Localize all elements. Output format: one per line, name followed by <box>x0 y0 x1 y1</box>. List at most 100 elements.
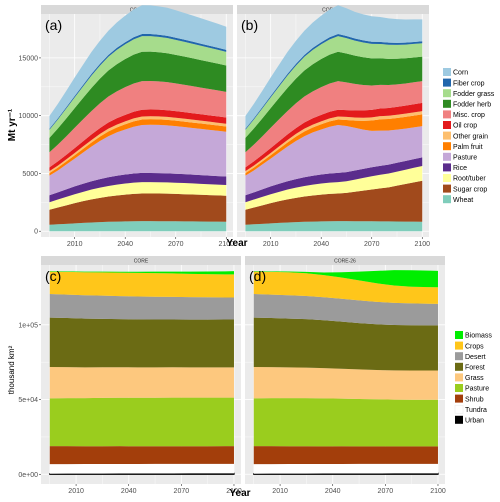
legend-label-fiber-crop: Fiber crop <box>453 80 485 87</box>
legends: Corn Fiber crop Fodder grass Fodder herb Mis… <box>443 68 495 425</box>
x-tick-label: 2040 <box>117 241 133 248</box>
x-tick-label: 2100 <box>414 241 430 248</box>
area-pasture <box>49 397 234 447</box>
x-tick-label: 2010 <box>68 488 84 495</box>
legend-key-pasture <box>443 152 451 161</box>
area-misc-crop <box>49 80 227 168</box>
legend-key-urban <box>455 415 463 424</box>
legend-label-sugar-crop: Sugar crop <box>453 186 487 193</box>
legend-production: Corn Fiber crop Fodder grass Fodder herb Mis… <box>443 68 495 204</box>
legend-key-pasture <box>455 384 463 392</box>
area-oil-crop <box>49 109 227 172</box>
legend-key-corn <box>443 68 451 76</box>
facet-strip-label: CORE-26 <box>334 259 356 265</box>
y-tick-label: 5000 <box>22 171 38 178</box>
legend-label-other-grain: Other grain <box>453 133 488 140</box>
panel-label: (d) <box>249 268 266 284</box>
area-root-tuber <box>49 182 227 210</box>
legend-key-forest <box>455 362 463 371</box>
x-tick-label: 2010 <box>263 241 279 248</box>
area-forest <box>253 317 438 371</box>
x-axis-title-landcover: Year <box>229 488 250 499</box>
area-shrub <box>253 446 438 465</box>
facet-strip-label: CORE <box>134 259 149 265</box>
legend-label-fodder-grass: Fodder grass <box>453 91 495 98</box>
x-tick-label: 2010 <box>272 488 288 495</box>
x-tick-label: 2040 <box>313 241 329 248</box>
legend-label-wheat: Wheat <box>453 197 473 204</box>
legend-key-other-grain <box>443 131 451 140</box>
y-axis-title-landcover: thousand km² <box>7 345 16 394</box>
legend-label-fodder-herb: Fodder herb <box>453 102 491 109</box>
area-fodder-grass <box>245 36 423 138</box>
legend-label-tundra: Tundra <box>465 407 487 414</box>
legend-label-crops: Crops <box>465 343 484 350</box>
area-misc-crop <box>245 81 423 168</box>
legend-key-fodder-grass <box>443 89 451 98</box>
legend-label-pasture: Pasture <box>465 386 489 393</box>
legend-label-shrub: Shrub <box>465 396 484 403</box>
axis-titles: Mt yr⁻¹ Year thousand km² Year <box>7 108 251 499</box>
area-rice <box>245 157 423 203</box>
area-oil-crop <box>245 102 423 172</box>
x-tick-label: 2040 <box>325 488 341 495</box>
area-wheat <box>49 221 227 232</box>
area-pasture <box>253 398 438 447</box>
legend-label-desert: Desert <box>465 354 486 361</box>
legend-key-crops <box>455 341 463 350</box>
x-tick-label: 2070 <box>168 241 184 248</box>
area-fiber-crop <box>245 33 423 130</box>
legend-key-grass <box>455 373 463 382</box>
area-palm-fruit <box>49 119 227 176</box>
area-grass <box>253 366 438 400</box>
area-fodder-grass <box>49 36 227 138</box>
legend-key-misc-crop <box>443 110 451 119</box>
area-rice <box>49 172 227 203</box>
x-tick-label: 2070 <box>364 241 380 248</box>
area-grass <box>49 366 234 399</box>
area-biomass <box>253 270 438 288</box>
legend-key-oil-crop <box>443 121 451 129</box>
y-tick-label: 15000 <box>19 55 39 62</box>
legend-label-grass: Grass <box>465 375 484 382</box>
y-tick-label: 0e+00 <box>18 472 38 479</box>
top-row: CORE(a)0500010000150002010204020702100CO… <box>19 5 430 248</box>
legend-key-fodder-herb <box>443 99 451 108</box>
x-tick-label: 2070 <box>378 488 394 495</box>
legend-key-shrub <box>455 394 463 403</box>
area-tundra <box>253 463 438 474</box>
legend-landcover: Biomass Crops Desert Forest Grass Pasture Shru… <box>454 331 492 425</box>
legend-key-tundra <box>454 404 464 414</box>
area-desert <box>253 294 438 326</box>
legend-key-desert <box>455 352 463 361</box>
area-palm-fruit <box>245 114 423 176</box>
legend-key-rice <box>443 163 451 172</box>
panel-label: (c) <box>45 268 61 284</box>
area-shrub <box>49 446 234 465</box>
legend-label-root-tuber: Root/tuber <box>453 176 486 183</box>
y-tick-label: 0 <box>34 229 38 236</box>
x-tick-label: 2040 <box>121 488 137 495</box>
area-crops <box>253 271 438 304</box>
area-sugar-crop <box>49 193 227 225</box>
legend-label-rice: Rice <box>453 165 467 172</box>
x-tick-label: 2100 <box>430 488 446 495</box>
legend-label-palm-fruit: Palm fruit <box>453 144 483 151</box>
y-axis-title-production: Mt yr⁻¹ <box>7 108 18 141</box>
y-tick-label: 10000 <box>19 113 39 120</box>
area-wheat <box>245 221 423 232</box>
x-tick-label: 2100 <box>218 241 234 248</box>
area-sugar-crop <box>245 180 423 225</box>
legend-key-root-tuber <box>443 174 451 182</box>
legend-key-sugar-crop <box>443 184 451 193</box>
legend-label-corn: Corn <box>453 70 468 77</box>
x-tick-label: 2070 <box>174 488 190 495</box>
area-desert <box>49 294 234 320</box>
legend-label-oil-crop: Oil crop <box>453 123 477 130</box>
legend-label-forest: Forest <box>465 365 485 372</box>
panel-label: (b) <box>241 17 258 33</box>
area-other-grain <box>49 116 227 174</box>
